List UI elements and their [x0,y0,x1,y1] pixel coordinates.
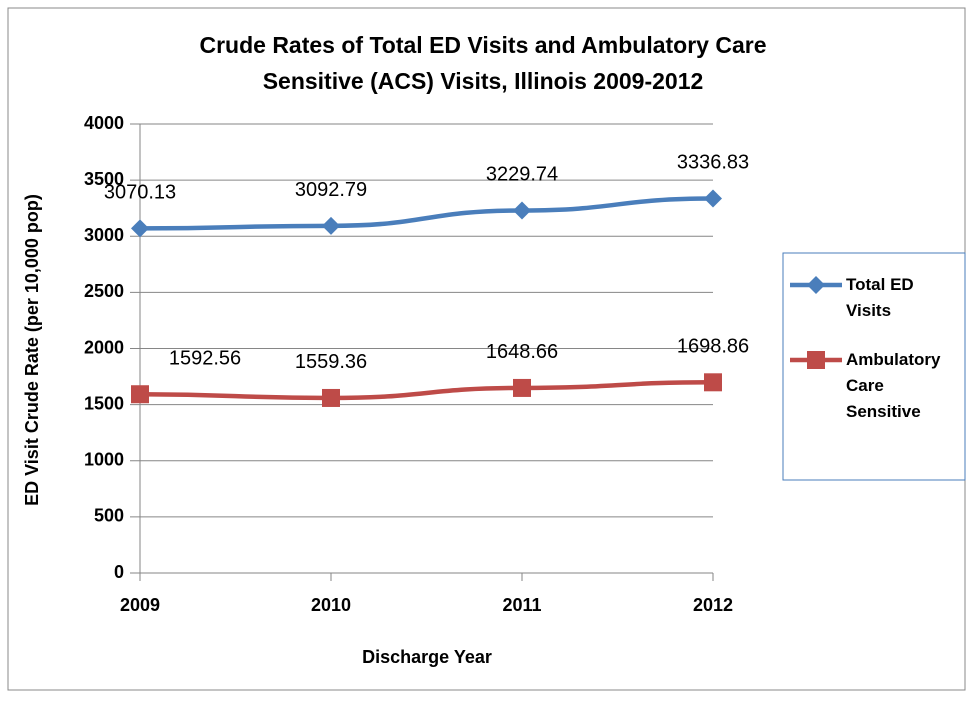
data-label: 1592.56 [169,348,241,370]
series-line [139,196,714,231]
chart-title-line-2: Sensitive (ACS) Visits, Illinois 2009-20… [263,68,704,94]
legend-label: Ambulatory Care Sensitive [846,350,941,421]
x-tick-label: 2010 [311,595,351,615]
y-tick-label: 4000 [84,113,124,133]
y-tick-label: 500 [94,506,124,526]
y-tick-label: 1000 [84,450,124,470]
y-tick-label: 0 [114,562,124,582]
data-point [704,373,722,392]
x-tick-label: 2011 [502,595,541,615]
data-point [704,189,722,208]
data-point [131,385,149,404]
data-point [513,201,531,220]
y-tick-label: 1500 [84,393,124,413]
data-point [322,216,340,235]
data-point [513,378,531,397]
y-tick-label: 2000 [84,337,124,357]
data-point [131,219,149,238]
data-label: 1648.66 [486,341,558,363]
legend-marker [807,276,825,294]
y-tick-label: 3500 [84,169,124,189]
legend-entry: Ambulatory Care Sensitive [846,350,941,421]
y-tick-label: 3000 [84,225,124,245]
series-line [139,380,714,401]
x-tick-label: 2009 [120,595,160,615]
chart-title-line-1: Crude Rates of Total ED Visits and Ambul… [199,32,766,58]
data-point [322,388,340,407]
data-label: 3092.79 [295,179,367,201]
y-tick-label: 2500 [84,281,124,301]
legend-label: Total ED Visits [846,275,914,320]
data-label: 1559.36 [295,351,367,373]
x-tick-label: 2012 [693,595,733,615]
data-label: 3336.83 [677,152,749,174]
y-axis-label: ED Visit Crude Rate (per 10,000 pop) [22,194,42,506]
x-axis-label: Discharge Year [362,647,492,667]
data-label: 3229.74 [486,164,558,186]
legend-entry: Total ED Visits [846,275,914,320]
data-label: 3070.13 [104,182,176,204]
legend-marker [807,351,825,369]
data-label: 1698.86 [677,336,749,358]
